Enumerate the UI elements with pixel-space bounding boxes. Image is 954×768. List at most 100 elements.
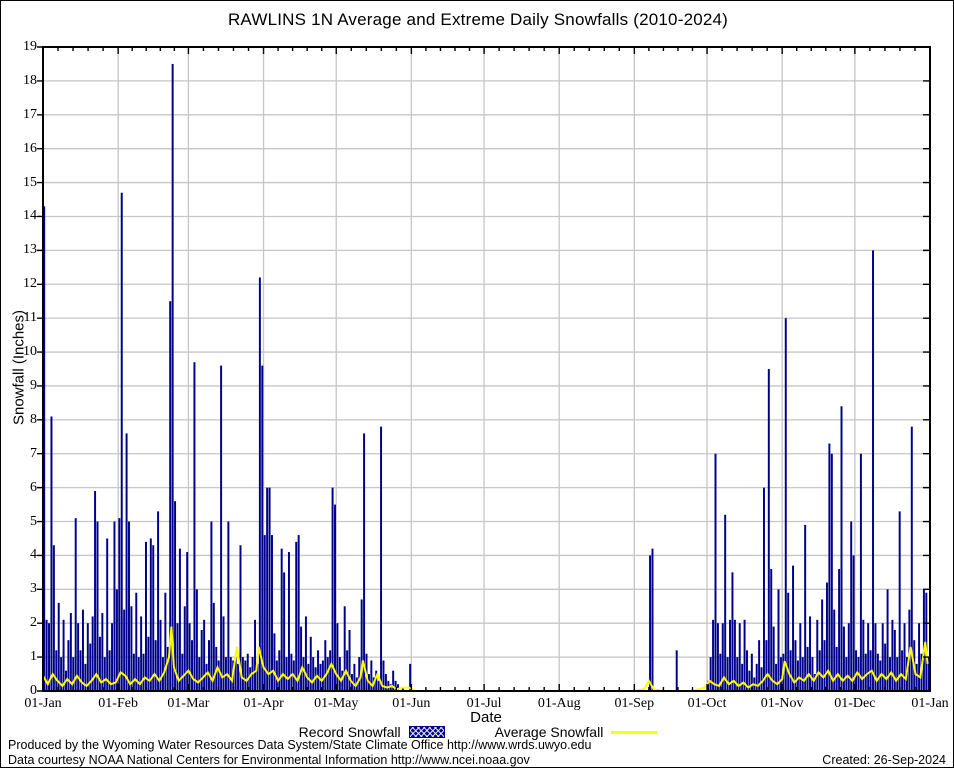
y-tick-label: 8 (30, 411, 37, 427)
record-snowfall-bar (89, 643, 92, 691)
record-snowfall-bar (237, 663, 240, 691)
record-snowfall-bar (845, 657, 848, 691)
record-snowfall-bar (765, 640, 768, 691)
record-snowfall-bar (261, 365, 264, 691)
y-tick-label: 9 (30, 377, 37, 393)
record-snowfall-bar (246, 653, 249, 691)
record-snowfall-bar (263, 535, 266, 691)
record-snowfall-bar (234, 657, 237, 691)
record-snowfall-bar (714, 453, 717, 691)
record-snowfall-bar (852, 555, 855, 691)
record-snowfall-bar (779, 657, 782, 691)
record-snowfall-bar (855, 650, 858, 691)
record-snowfall-bar (729, 619, 732, 691)
record-snowfall-bar (159, 619, 162, 691)
legend-item-record: Record Snowfall (299, 724, 445, 740)
record-snowfall-bar (128, 521, 130, 691)
record-snowfall-bar (809, 616, 811, 691)
record-snowfall-bar (830, 453, 833, 691)
y-tick-label: 18 (23, 72, 37, 88)
record-snowfall-bar (847, 623, 850, 691)
record-snowfall-bar (384, 674, 387, 691)
legend-item-average: Average Snowfall (495, 724, 658, 740)
record-snowfall-bar (217, 660, 220, 691)
record-snowfall-bar (324, 640, 327, 691)
record-snowfall-bar (397, 684, 399, 691)
record-snowfall-bar (348, 629, 351, 691)
record-snowfall-bar (200, 629, 203, 691)
record-snowfall-bar (309, 636, 312, 691)
record-snowfall-bar (811, 657, 814, 691)
record-snowfall-bar (278, 650, 281, 691)
record-snowfall-bar (796, 660, 799, 691)
record-snowfall-bar (726, 657, 729, 691)
record-snowfall-bar (98, 636, 101, 691)
record-snowfall-bar (358, 657, 361, 691)
record-snowfall-bar (409, 663, 412, 691)
record-snowfall-bar (874, 623, 877, 691)
record-snowfall-bar (864, 653, 867, 691)
record-snowfall-bar (239, 545, 242, 691)
record-snowfall-bar (74, 518, 77, 691)
record-snowfall-bar (896, 657, 899, 691)
record-snowfall-bar (132, 653, 135, 691)
x-tick-label: 01-Feb (98, 696, 138, 711)
record-snowfall-bar (321, 660, 324, 691)
record-snowfall-bar (271, 535, 273, 691)
record-snowfall-bar (915, 663, 918, 691)
record-snowfall-bar (343, 606, 346, 691)
record-snowfall-bar (806, 646, 809, 691)
record-snowfall-bar (285, 657, 288, 691)
record-snowfall-bar (203, 619, 206, 691)
record-snowfall-bar (792, 565, 795, 691)
record-snowfall-bar (297, 535, 300, 691)
record-snowfall-bar (130, 606, 133, 691)
record-snowfall-bar (295, 541, 298, 691)
record-snowfall-bar (91, 616, 94, 691)
record-snowfall-bar (317, 650, 320, 691)
legend: Record Snowfall Average Snowfall (1, 724, 953, 740)
x-axis-title: Date (470, 709, 502, 726)
record-snowfall-bar (152, 545, 155, 691)
legend-average-label: Average Snowfall (494, 724, 604, 740)
record-snowfall-bar (731, 572, 734, 691)
record-snowfall-bar (149, 538, 152, 691)
record-snowfall-bar (341, 670, 344, 691)
record-snowfall-bar (79, 650, 82, 691)
record-snowfall-bar (115, 589, 118, 691)
record-snowfall-bar (380, 426, 383, 691)
x-tick-label: 01-Jul (466, 696, 502, 711)
record-snowfall-bar (258, 277, 261, 691)
x-tick-label: 01-Oct (687, 696, 727, 711)
record-snowfall-bar (716, 623, 719, 691)
record-snowfall-bar (164, 592, 167, 691)
record-snowfall-bar (178, 548, 181, 691)
record-snowfall-bar (738, 623, 741, 691)
average-snowfall-swatch (611, 730, 658, 734)
record-snowfall-bar (755, 663, 758, 691)
record-snowfall-bar (891, 619, 894, 691)
record-snowfall-bar (273, 633, 276, 691)
record-snowfall-bar (784, 318, 787, 691)
record-snowfall-bar (302, 657, 305, 691)
record-snowfall-bar (60, 657, 63, 691)
record-snowfall-bar (813, 674, 816, 691)
record-snowfall-bar (762, 487, 765, 691)
record-snowfall-bar (363, 433, 366, 691)
record-snowfall-bar (833, 609, 836, 691)
record-snowfall-bar (52, 545, 55, 691)
record-snowfall-bar (50, 416, 53, 691)
record-snowfall-bar (108, 650, 111, 691)
record-snowfall-bar (799, 623, 802, 691)
record-snowfall-bar (195, 589, 198, 691)
record-snowfall-bar (266, 487, 269, 691)
record-snowfall-bar (922, 589, 925, 691)
record-snowfall-bar (770, 568, 773, 691)
record-snowfall-bar (772, 626, 775, 691)
record-snowfall-bar (375, 670, 378, 691)
record-snowfall-bar (67, 640, 70, 691)
record-snowfall-bar (709, 657, 712, 691)
record-snowfall-bar (169, 301, 172, 691)
record-snowfall-bar (334, 504, 336, 691)
